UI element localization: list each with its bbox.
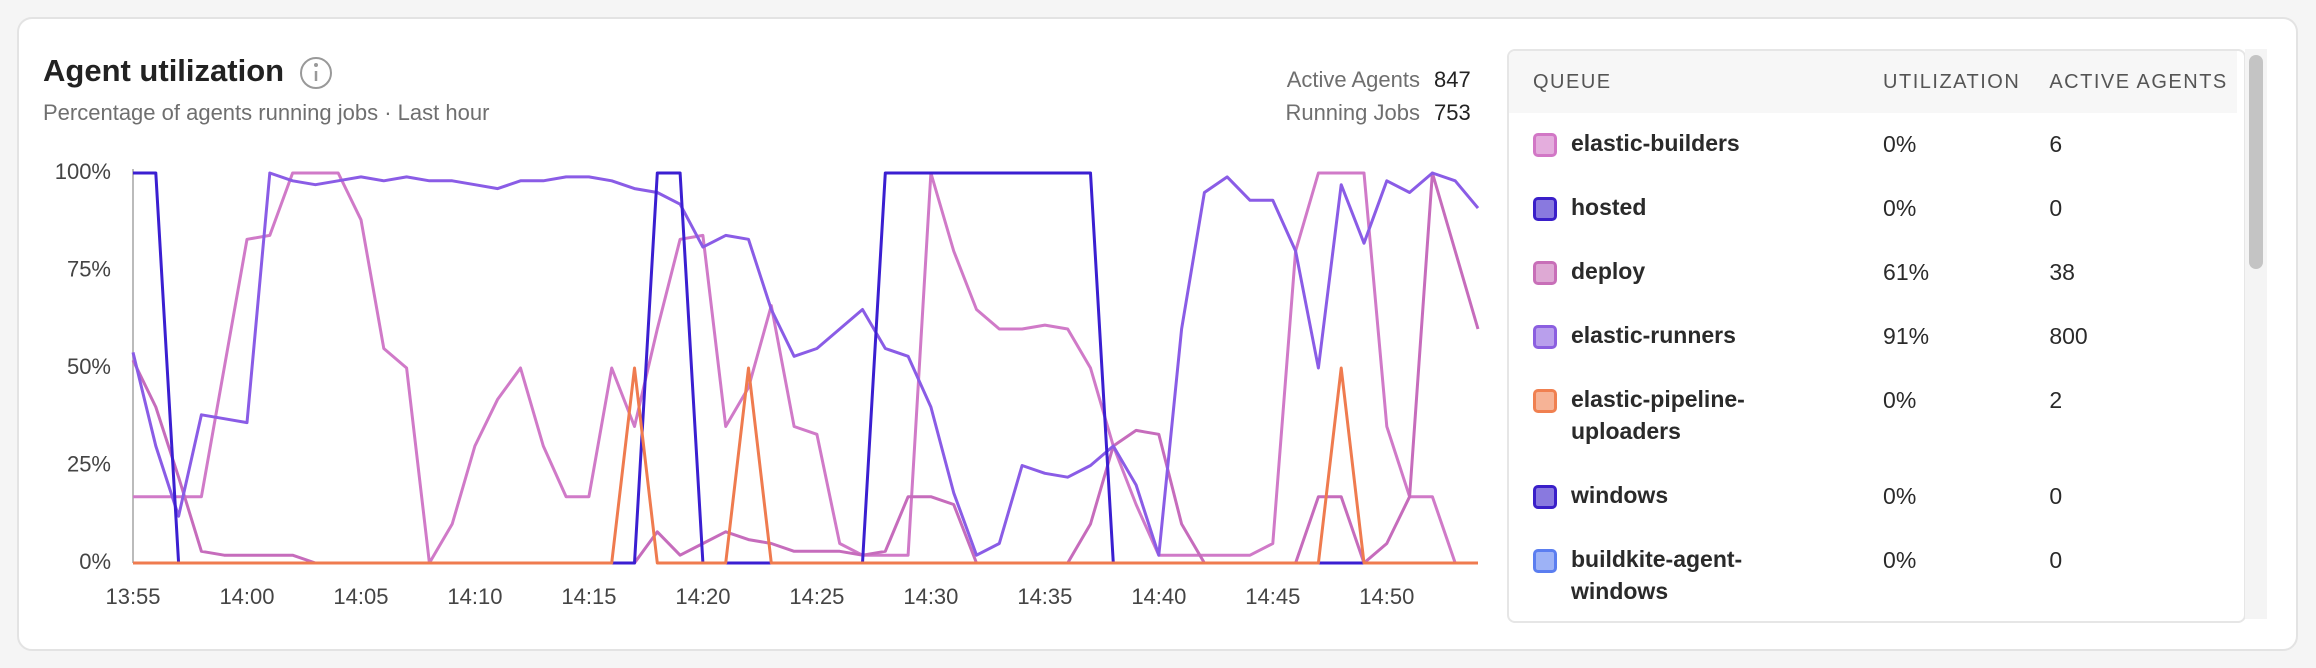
x-tick-label: 14:15 <box>561 584 616 609</box>
queue-name: elastic-runners <box>1571 322 1736 348</box>
queue-cell: windows <box>1509 465 1883 529</box>
queue-swatch[interactable] <box>1533 389 1557 413</box>
column-header[interactable]: QUEUE <box>1509 51 1884 113</box>
utilization: 0% <box>1883 195 1917 221</box>
x-tick-label: 14:30 <box>903 584 958 609</box>
column-header[interactable]: UTILIZATION <box>1883 51 2050 113</box>
queue-name: hosted <box>1571 194 1647 220</box>
y-tick-label: 75% <box>67 256 111 281</box>
stat-value: 753 <box>1434 100 1471 125</box>
active-agents: 0 <box>2049 547 2063 573</box>
queue-name: buildkite-agent-windows <box>1571 546 1743 604</box>
active-agents: 38 <box>2049 259 2075 285</box>
active-agents: 800 <box>2049 323 2088 349</box>
queue-cell: elastic-pipeline-uploaders <box>1509 369 1883 465</box>
queue-row[interactable]: deploy 61% 38 <box>1509 241 2237 305</box>
info-icon[interactable] <box>300 57 332 89</box>
queue-cell: elastic-builders <box>1509 113 1883 177</box>
header-row: QUEUE UTILIZATION ACTIVE AGENTS <box>1509 51 2237 113</box>
x-tick-label: 14:50 <box>1359 584 1414 609</box>
x-tick-label: 14:25 <box>789 584 844 609</box>
x-tick-label: 14:05 <box>333 584 388 609</box>
active-agents: 0 <box>2049 195 2063 221</box>
x-tick-label: 14:10 <box>447 584 502 609</box>
utilization: 91% <box>1883 323 1930 349</box>
series-line <box>133 171 1478 565</box>
queue-name: elastic-pipeline-uploaders <box>1571 386 1745 444</box>
x-tick-label: 13:55 <box>105 584 160 609</box>
utilization: 0% <box>1883 547 1917 573</box>
stat-value: 847 <box>1434 67 1471 92</box>
x-tick-label: 14:00 <box>219 584 274 609</box>
series-line <box>131 171 1480 557</box>
x-tick-label: 14:35 <box>1017 584 1072 609</box>
x-tick-label: 14:45 <box>1245 584 1300 609</box>
queue-row[interactable]: elastic-runners 91% 800 <box>1509 305 2237 369</box>
queue: hosted <box>1509 194 1883 223</box>
queue-swatch[interactable] <box>1533 325 1557 349</box>
utilization: 61% <box>1883 259 1930 285</box>
active-agents: 2 <box>2049 387 2063 413</box>
queue-cell: deploy <box>1509 241 1883 305</box>
queue-cell: hosted <box>1509 177 1883 241</box>
queue-swatch[interactable] <box>1533 133 1557 157</box>
queue-row[interactable]: hosted 0% 0 <box>1509 177 2237 241</box>
queue: deploy <box>1509 258 1883 287</box>
y-tick-label: 100% <box>55 159 111 184</box>
queue-name: elastic-builders <box>1571 130 1740 156</box>
queue-cell: elastic-runners <box>1509 305 1883 369</box>
queue-row[interactable]: buildkite-agent-windows 0% 0 <box>1509 529 2237 621</box>
queue-table-panel: QUEUE UTILIZATION ACTIVE AGENTS elastic-bui… <box>1507 49 2246 623</box>
queue-row[interactable]: elastic-builders 0% 6 <box>1509 113 2237 177</box>
queue: windows <box>1509 482 1883 511</box>
y-tick-label: 25% <box>67 451 111 476</box>
active-agents: 0 <box>2049 483 2063 509</box>
subtitle: Percentage of agents running jobs · Last… <box>43 100 489 125</box>
title: Agent utilization <box>43 53 284 88</box>
utilization: 0% <box>1883 131 1917 157</box>
queue: buildkite-agent-windows <box>1509 546 1883 607</box>
queue-row[interactable]: windows 0% 0 <box>1509 465 2237 529</box>
stat-label: Active Agents <box>1287 67 1420 92</box>
column-header[interactable]: ACTIVE AGENTS <box>2049 51 2237 113</box>
queue-swatch[interactable] <box>1533 261 1557 285</box>
queue: elastic-runners <box>1509 322 1883 351</box>
queue-row[interactable]: elastic-pipeline-uploaders 0% 2 <box>1509 369 2237 465</box>
queue: elastic-builders <box>1509 130 1883 159</box>
x-tick-label: 14:20 <box>675 584 730 609</box>
x-tick-label: 14:40 <box>1131 584 1186 609</box>
scroll-thumb[interactable] <box>2249 55 2263 269</box>
queue-name: windows <box>1571 482 1669 508</box>
queue-name: deploy <box>1571 258 1646 284</box>
series-line <box>133 366 1478 565</box>
scrollbar[interactable] <box>2245 49 2267 619</box>
queue: elastic-pipeline-uploaders <box>1509 386 1883 447</box>
stat-label: Running Jobs <box>1285 100 1420 125</box>
utilization: 0% <box>1883 483 1917 509</box>
y-tick-label: 0% <box>79 549 111 574</box>
y-tick-label: 50% <box>67 354 111 379</box>
queue-swatch[interactable] <box>1533 485 1557 509</box>
utilization: 0% <box>1883 387 1917 413</box>
active-agents: 6 <box>2049 131 2063 157</box>
queue-cell: buildkite-agent-windows <box>1509 529 1883 621</box>
queue-table: QUEUE UTILIZATION ACTIVE AGENTS elastic-bui… <box>1509 51 2237 621</box>
queue-swatch[interactable] <box>1533 197 1557 221</box>
queue-swatch[interactable] <box>1533 549 1557 573</box>
